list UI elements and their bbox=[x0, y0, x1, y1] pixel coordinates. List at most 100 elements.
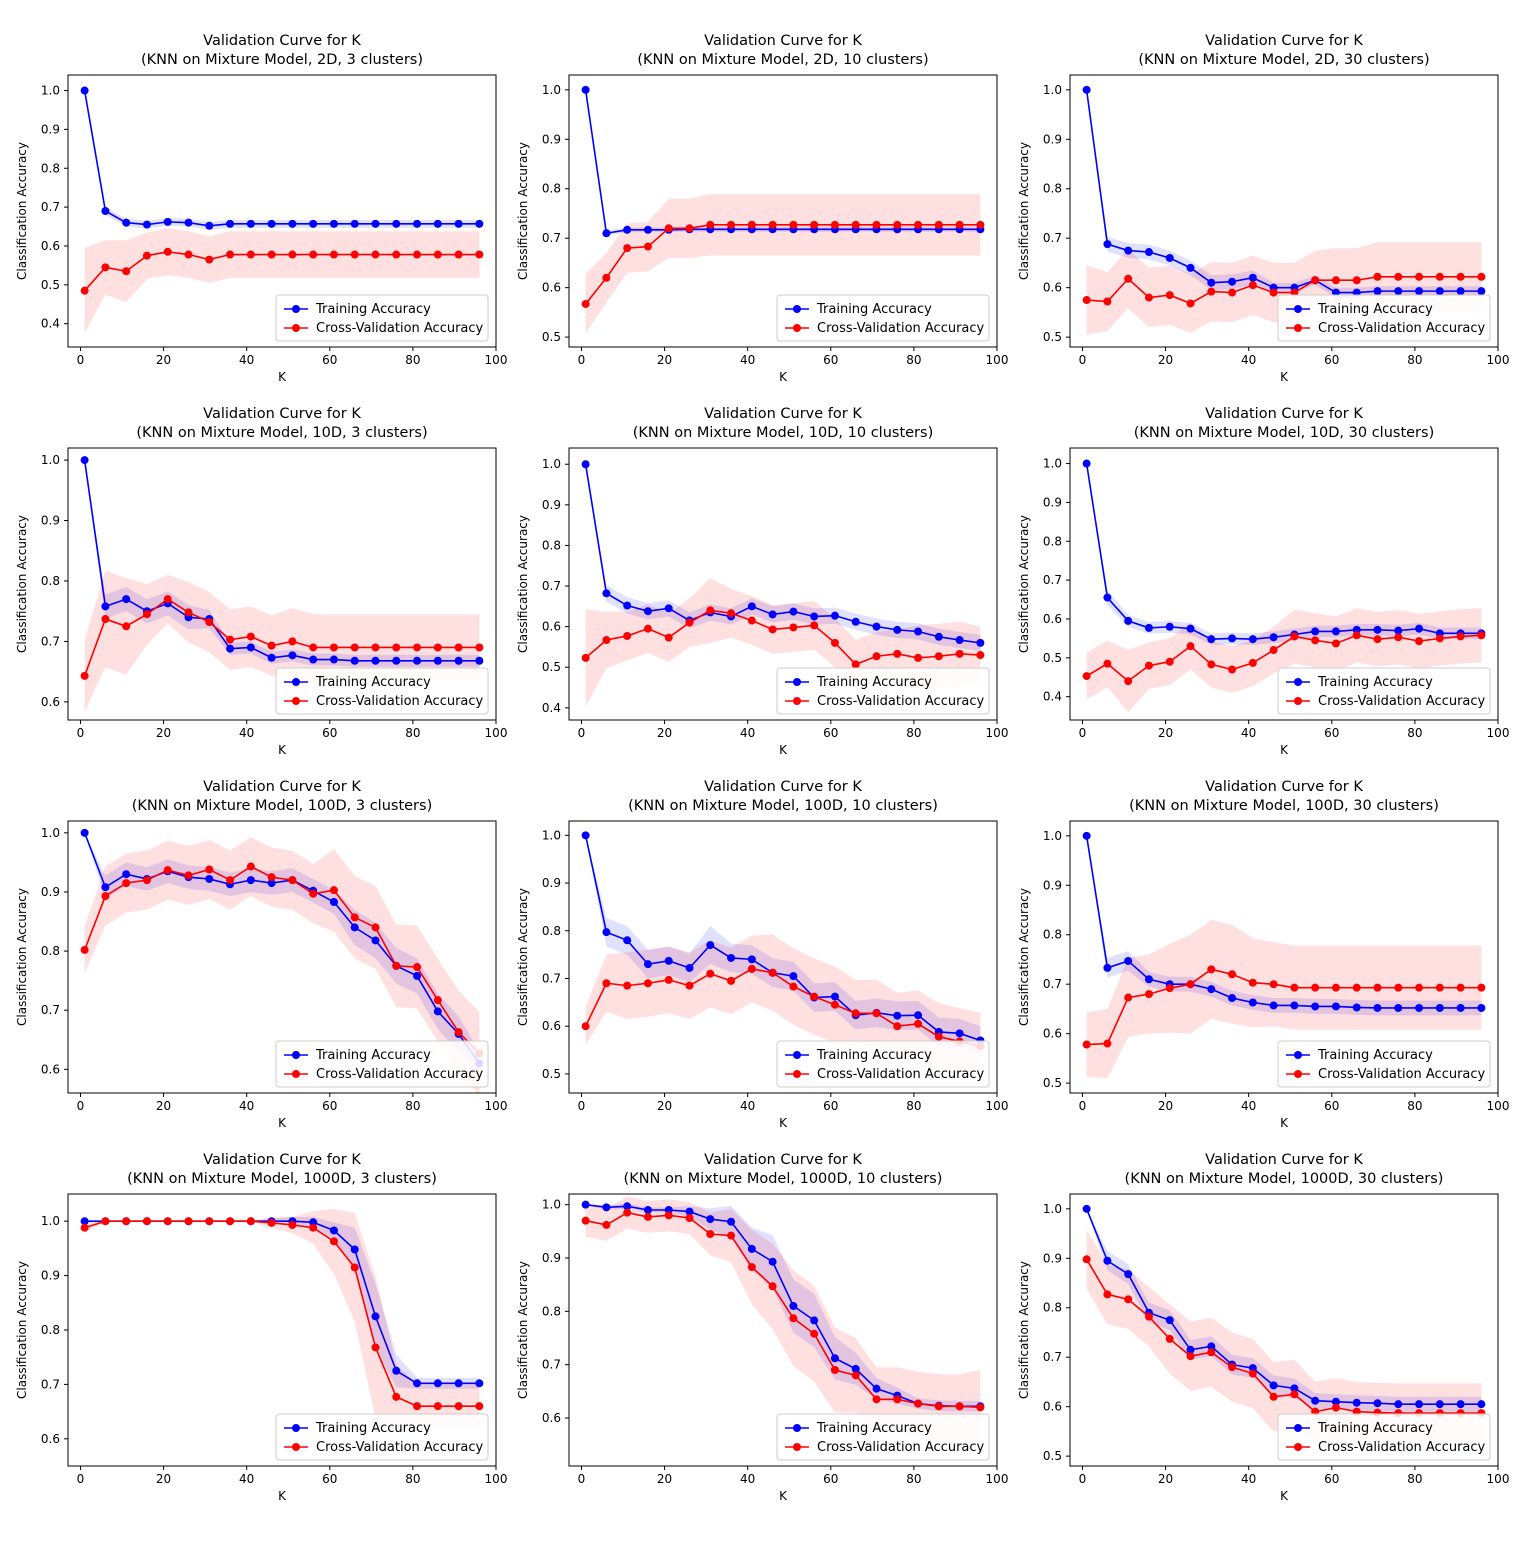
y-tick-label: 0.7 bbox=[1043, 1350, 1062, 1364]
chart-subtitle: (KNN on Mixture Model, 100D, 3 clusters) bbox=[132, 798, 432, 814]
plot-area bbox=[80, 1208, 484, 1430]
training-point bbox=[1352, 1003, 1361, 1012]
training-point bbox=[1373, 287, 1382, 296]
training-legend-label: Training Accuracy bbox=[315, 1048, 431, 1063]
training-point bbox=[1269, 633, 1278, 642]
cv-legend-marker bbox=[292, 324, 300, 332]
plot-area bbox=[1082, 831, 1486, 1079]
cv-point bbox=[1103, 659, 1112, 668]
training-legend-marker bbox=[292, 1424, 300, 1432]
chart-panel: Validation Curve for K (KNN on Mixture Mo… bbox=[15, 406, 507, 757]
cv-point bbox=[581, 1022, 590, 1031]
training-band bbox=[84, 90, 480, 230]
training-point bbox=[80, 828, 89, 837]
training-point bbox=[1207, 1342, 1216, 1351]
y-tick-label: 0.8 bbox=[41, 1323, 60, 1337]
training-point bbox=[1373, 1003, 1382, 1012]
cv-point bbox=[727, 609, 736, 618]
y-tick-label: 0.6 bbox=[41, 239, 60, 253]
chart-subtitle: (KNN on Mixture Model, 2D, 3 clusters) bbox=[141, 52, 423, 68]
training-point bbox=[1373, 1399, 1382, 1408]
chart-title: Validation Curve for K bbox=[1205, 33, 1363, 49]
chart-panel: Validation Curve for K (KNN on Mixture Mo… bbox=[516, 406, 1008, 757]
training-point bbox=[643, 225, 652, 234]
training-point bbox=[1415, 1003, 1424, 1012]
x-tick-label: 40 bbox=[239, 1472, 254, 1486]
y-axis-label: Classification Accuracy bbox=[516, 142, 530, 280]
training-point bbox=[727, 953, 736, 962]
cv-point bbox=[893, 649, 902, 658]
cv-point bbox=[727, 976, 736, 985]
cv-point bbox=[226, 876, 235, 885]
x-tick-label: 80 bbox=[405, 1099, 420, 1113]
training-point bbox=[371, 936, 380, 945]
legend-box bbox=[776, 667, 990, 715]
cv-point bbox=[226, 250, 235, 259]
x-tick-label: 60 bbox=[1324, 1099, 1339, 1113]
y-axis-label: Classification Accuracy bbox=[516, 515, 530, 653]
training-point bbox=[413, 1379, 422, 1388]
x-tick-label: 0 bbox=[77, 1099, 85, 1113]
x-tick-label: 80 bbox=[405, 726, 420, 740]
cv-point bbox=[267, 1218, 276, 1227]
training-legend-marker bbox=[292, 305, 300, 313]
y-tick-label: 0.8 bbox=[542, 182, 561, 196]
training-point bbox=[1415, 1400, 1424, 1409]
cv-point bbox=[789, 982, 798, 991]
y-tick-label: 0.6 bbox=[542, 1411, 561, 1425]
y-tick-label: 0.7 bbox=[542, 1358, 561, 1372]
training-point bbox=[685, 1207, 694, 1216]
cv-point bbox=[163, 1217, 172, 1226]
y-tick-label: 0.8 bbox=[1043, 1301, 1062, 1315]
y-axis-label: Classification Accuracy bbox=[1017, 515, 1031, 653]
training-point bbox=[433, 656, 442, 665]
x-tick-label: 100 bbox=[485, 1472, 508, 1486]
training-point bbox=[1331, 1002, 1340, 1011]
y-tick-label: 0.7 bbox=[542, 231, 561, 245]
y-tick-label: 0.6 bbox=[1043, 612, 1062, 626]
y-tick-label: 0.8 bbox=[1043, 182, 1062, 196]
cv-point bbox=[706, 606, 715, 615]
x-tick-label: 0 bbox=[578, 726, 586, 740]
training-line bbox=[83, 90, 480, 227]
y-tick-label: 0.8 bbox=[542, 1304, 561, 1318]
axes-frame bbox=[568, 820, 998, 1094]
training-point bbox=[329, 1226, 338, 1235]
cv-legend-label: Cross-Validation Accuracy bbox=[1318, 1440, 1486, 1455]
training-point bbox=[747, 1244, 756, 1253]
x-axis-label: K bbox=[1280, 1489, 1289, 1503]
chart-title: Validation Curve for K bbox=[704, 779, 862, 795]
cv-point bbox=[309, 250, 318, 259]
cv-point bbox=[184, 608, 193, 617]
cv-point bbox=[976, 220, 985, 229]
cv-point bbox=[727, 1231, 736, 1240]
cv-point bbox=[350, 250, 359, 259]
cv-point bbox=[1477, 272, 1486, 281]
x-tick-label: 80 bbox=[906, 1472, 921, 1486]
cv-point bbox=[643, 624, 652, 633]
y-tick-label: 1.0 bbox=[1043, 1202, 1062, 1216]
y-tick-label: 0.9 bbox=[41, 122, 60, 136]
cv-point bbox=[454, 250, 463, 259]
legend-box bbox=[275, 1040, 489, 1088]
cv-point bbox=[329, 886, 338, 895]
legend: Training Accuracy Cross-Validation Accura… bbox=[1277, 1040, 1491, 1088]
cv-legend-label: Cross-Validation Accuracy bbox=[316, 1067, 484, 1082]
training-point bbox=[413, 656, 422, 665]
chart-subtitle: (KNN on Mixture Model, 2D, 10 clusters) bbox=[637, 52, 928, 68]
cv-point bbox=[1331, 276, 1340, 285]
cv-point bbox=[872, 1395, 881, 1404]
cv-point bbox=[288, 250, 297, 259]
training-point bbox=[1311, 627, 1320, 636]
cv-legend-marker bbox=[1294, 324, 1302, 332]
chart-subtitle: (KNN on Mixture Model, 10D, 3 clusters) bbox=[136, 425, 427, 441]
cv-point bbox=[706, 220, 715, 229]
cv-legend-label: Cross-Validation Accuracy bbox=[1318, 694, 1486, 709]
legend: Training Accuracy Cross-Validation Accura… bbox=[275, 667, 489, 715]
training-point bbox=[329, 655, 338, 664]
x-tick-label: 20 bbox=[657, 1472, 672, 1486]
training-point bbox=[1477, 1003, 1486, 1012]
x-tick-label: 60 bbox=[322, 1472, 337, 1486]
y-tick-label: 0.8 bbox=[542, 924, 561, 938]
